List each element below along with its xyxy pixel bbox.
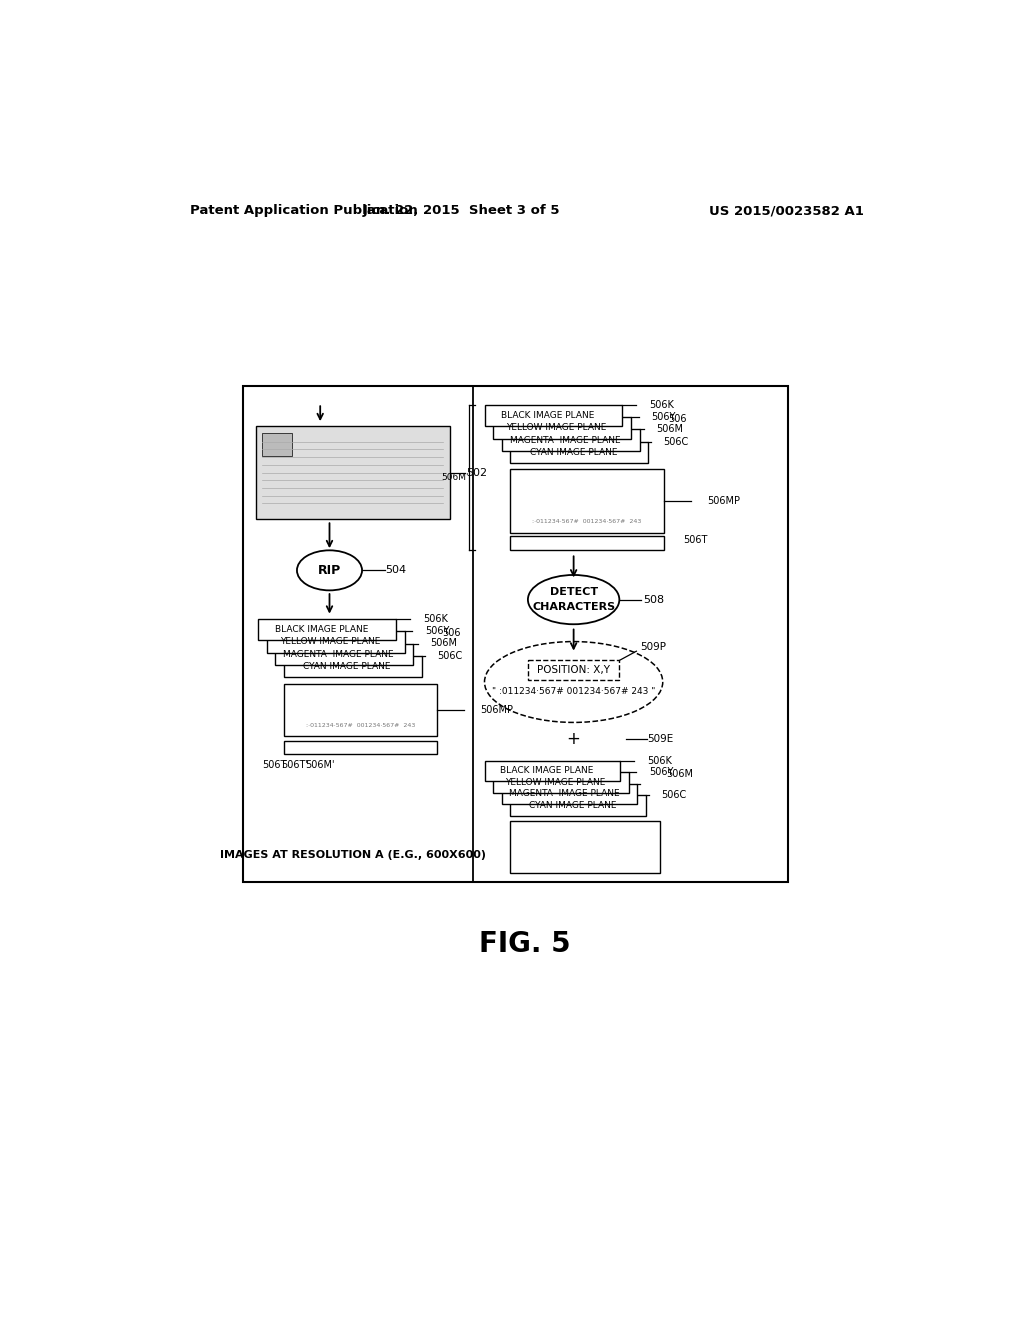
Text: FIG. 5: FIG. 5	[479, 929, 570, 958]
Text: 506M': 506M'	[441, 473, 469, 482]
Text: 506Y: 506Y	[649, 767, 673, 777]
Text: 506: 506	[442, 628, 461, 638]
Text: 506K: 506K	[649, 400, 675, 409]
Text: 506Y: 506Y	[651, 412, 676, 422]
Text: 506T': 506T'	[282, 760, 308, 770]
Bar	[510, 821, 659, 873]
Bar	[243, 385, 788, 882]
Bar	[484, 760, 621, 781]
Text: YELLOW IMAGE PLANE: YELLOW IMAGE PLANE	[505, 777, 605, 787]
Text: 502: 502	[466, 467, 487, 478]
Text: YELLOW IMAGE PLANE: YELLOW IMAGE PLANE	[280, 638, 380, 647]
Text: DETECT: DETECT	[550, 587, 598, 597]
Text: 506M: 506M	[666, 770, 693, 779]
Text: CYAN IMAGE PLANE: CYAN IMAGE PLANE	[303, 663, 391, 671]
Text: :·011234·567#  001234·567#  243: :·011234·567# 001234·567# 243	[532, 519, 641, 524]
Bar	[510, 442, 648, 463]
Text: CYAN IMAGE PLANE: CYAN IMAGE PLANE	[529, 447, 617, 457]
Bar	[275, 644, 414, 665]
Text: US 2015/0023582 A1: US 2015/0023582 A1	[710, 205, 864, 218]
Text: 506M: 506M	[430, 639, 458, 648]
Text: 509E: 509E	[647, 734, 674, 744]
Bar	[266, 631, 404, 653]
Text: 506C: 506C	[437, 651, 463, 661]
Bar	[256, 426, 450, 519]
Text: Patent Application Publication: Patent Application Publication	[190, 205, 418, 218]
Text: 506C: 506C	[662, 791, 686, 800]
Text: +: +	[566, 730, 581, 748]
Bar	[284, 656, 422, 677]
Text: IMAGES AT RESOLUTION A (E.G., 600X600): IMAGES AT RESOLUTION A (E.G., 600X600)	[220, 850, 485, 861]
Text: 506: 506	[669, 413, 687, 424]
Text: YELLOW IMAGE PLANE: YELLOW IMAGE PLANE	[506, 424, 606, 433]
Text: MAGENTA  IMAGE PLANE: MAGENTA IMAGE PLANE	[510, 436, 621, 445]
Text: 506MP: 506MP	[480, 705, 513, 714]
Text: POSITION: X,Y: POSITION: X,Y	[538, 665, 610, 675]
Ellipse shape	[484, 642, 663, 722]
Text: 506C: 506C	[664, 437, 689, 446]
Ellipse shape	[528, 576, 620, 624]
Text: 506M': 506M'	[305, 760, 334, 770]
Text: 506T: 506T	[684, 536, 708, 545]
Text: Jan. 22, 2015  Sheet 3 of 5: Jan. 22, 2015 Sheet 3 of 5	[362, 205, 560, 218]
Text: 504: 504	[386, 565, 407, 576]
Bar	[258, 619, 396, 640]
Text: 508: 508	[643, 594, 664, 605]
Text: MAGENTA  IMAGE PLANE: MAGENTA IMAGE PLANE	[509, 789, 620, 799]
Bar	[510, 795, 646, 816]
Text: 509P: 509P	[640, 642, 667, 652]
Text: CYAN IMAGE PLANE: CYAN IMAGE PLANE	[528, 801, 616, 809]
Text: :·011234·567#  001234·567#  243: :·011234·567# 001234·567# 243	[306, 722, 415, 727]
Text: CHARACTERS: CHARACTERS	[532, 602, 615, 612]
Text: BLACK IMAGE PLANE: BLACK IMAGE PLANE	[275, 626, 369, 634]
Text: BLACK IMAGE PLANE: BLACK IMAGE PLANE	[502, 411, 595, 420]
Bar	[502, 429, 640, 451]
Bar	[528, 660, 620, 680]
Bar	[262, 433, 292, 455]
Text: 506MP: 506MP	[707, 496, 740, 506]
Bar	[284, 741, 437, 755]
Bar	[502, 784, 637, 804]
Bar	[284, 684, 437, 737]
Bar	[510, 470, 664, 532]
Bar	[493, 772, 629, 793]
Text: BLACK IMAGE PLANE: BLACK IMAGE PLANE	[500, 766, 594, 775]
Text: MAGENTA  IMAGE PLANE: MAGENTA IMAGE PLANE	[284, 649, 394, 659]
Text: 506T: 506T	[262, 760, 287, 770]
Bar	[484, 405, 623, 426]
Ellipse shape	[297, 550, 362, 590]
Text: 506K: 506K	[423, 614, 449, 624]
Text: RIP: RIP	[317, 564, 341, 577]
Bar	[493, 417, 631, 438]
Text: 506M: 506M	[656, 425, 684, 434]
Bar	[510, 536, 664, 549]
Text: 506K: 506K	[647, 755, 672, 766]
Text: " :011234·567# 001234·567# 243 ": " :011234·567# 001234·567# 243 "	[492, 686, 655, 696]
Text: 506Y: 506Y	[425, 626, 450, 636]
